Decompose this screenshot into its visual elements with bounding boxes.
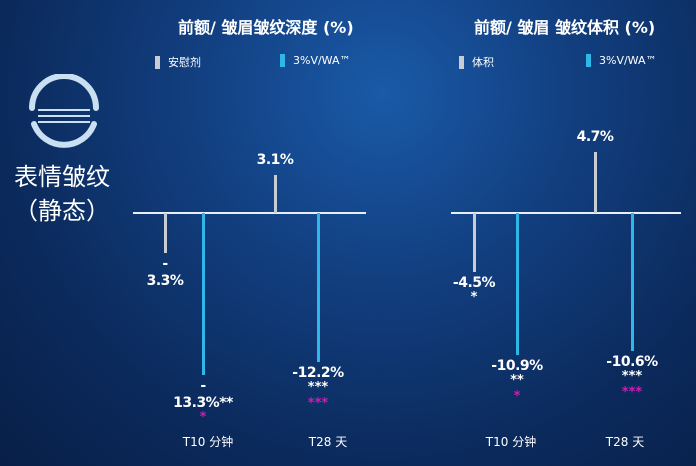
chart2-legend-placebo: 体积	[459, 54, 494, 70]
significance-marker: ***	[307, 379, 329, 395]
bar-treatment	[515, 213, 519, 355]
chart1-zero-axis	[133, 212, 366, 214]
data-label: 3.1%	[256, 152, 294, 169]
chart2-title: 前额/ 皱眉 皱纹体积 (%)	[474, 18, 656, 37]
legend-label: 3%V/WA™	[293, 54, 351, 67]
data-label: 3.3%	[146, 273, 184, 290]
significance-marker-vs-placebo: ***	[307, 395, 329, 411]
bar-placebo	[593, 151, 597, 213]
significance-marker: ***	[621, 368, 643, 384]
significance-marker-vs-placebo: ***	[621, 384, 643, 400]
chart2-legend-treatment: 3%V/WA™	[586, 54, 656, 67]
legend-label: 3%V/WA™	[599, 54, 657, 67]
data-label: -10.6%	[606, 353, 658, 370]
legend-swatch-treatment	[280, 54, 285, 67]
data-label: -12.2%	[292, 364, 344, 381]
face-lines-icon	[29, 74, 99, 148]
data-label: 4.7%	[576, 128, 614, 145]
bar-placebo	[273, 175, 277, 213]
side-title-line1: 表情皱纹	[14, 163, 110, 191]
legend-label: 安慰剂	[168, 56, 201, 69]
x-tick-label: T28 天	[605, 435, 645, 449]
bar-treatment	[630, 213, 634, 351]
significance-marker: *	[470, 289, 478, 305]
data-label: -	[200, 378, 206, 395]
chart1-legend-placebo: 安慰剂	[155, 54, 201, 70]
bar-treatment	[316, 213, 320, 362]
x-tick-label: T10 分钟	[485, 435, 537, 449]
side-title-line2: （静态）	[14, 197, 110, 225]
data-label: 13.3%**	[173, 395, 233, 412]
legend-swatch-placebo	[459, 55, 464, 69]
x-tick-label: T28 天	[308, 435, 348, 449]
chart1-legend-treatment: 3%V/WA™	[280, 54, 350, 67]
legend-swatch-treatment	[586, 54, 591, 67]
bar-placebo	[163, 213, 167, 254]
data-label: -4.5%	[452, 274, 496, 291]
chart1-title: 前额/ 皱眉皱纹深度 (%)	[178, 18, 354, 37]
bar-placebo	[472, 213, 476, 272]
significance-marker: **	[510, 372, 524, 388]
legend-label: 体积	[472, 56, 494, 69]
bar-treatment	[201, 213, 205, 376]
data-label: -	[162, 256, 168, 273]
chart2-zero-axis	[451, 212, 681, 214]
legend-swatch-placebo	[155, 55, 160, 69]
x-tick-label: T10 分钟	[182, 435, 234, 449]
data-label: -10.9%	[491, 357, 543, 374]
significance-marker-vs-placebo: *	[513, 388, 521, 404]
significance-marker-vs-placebo: *	[199, 410, 207, 426]
